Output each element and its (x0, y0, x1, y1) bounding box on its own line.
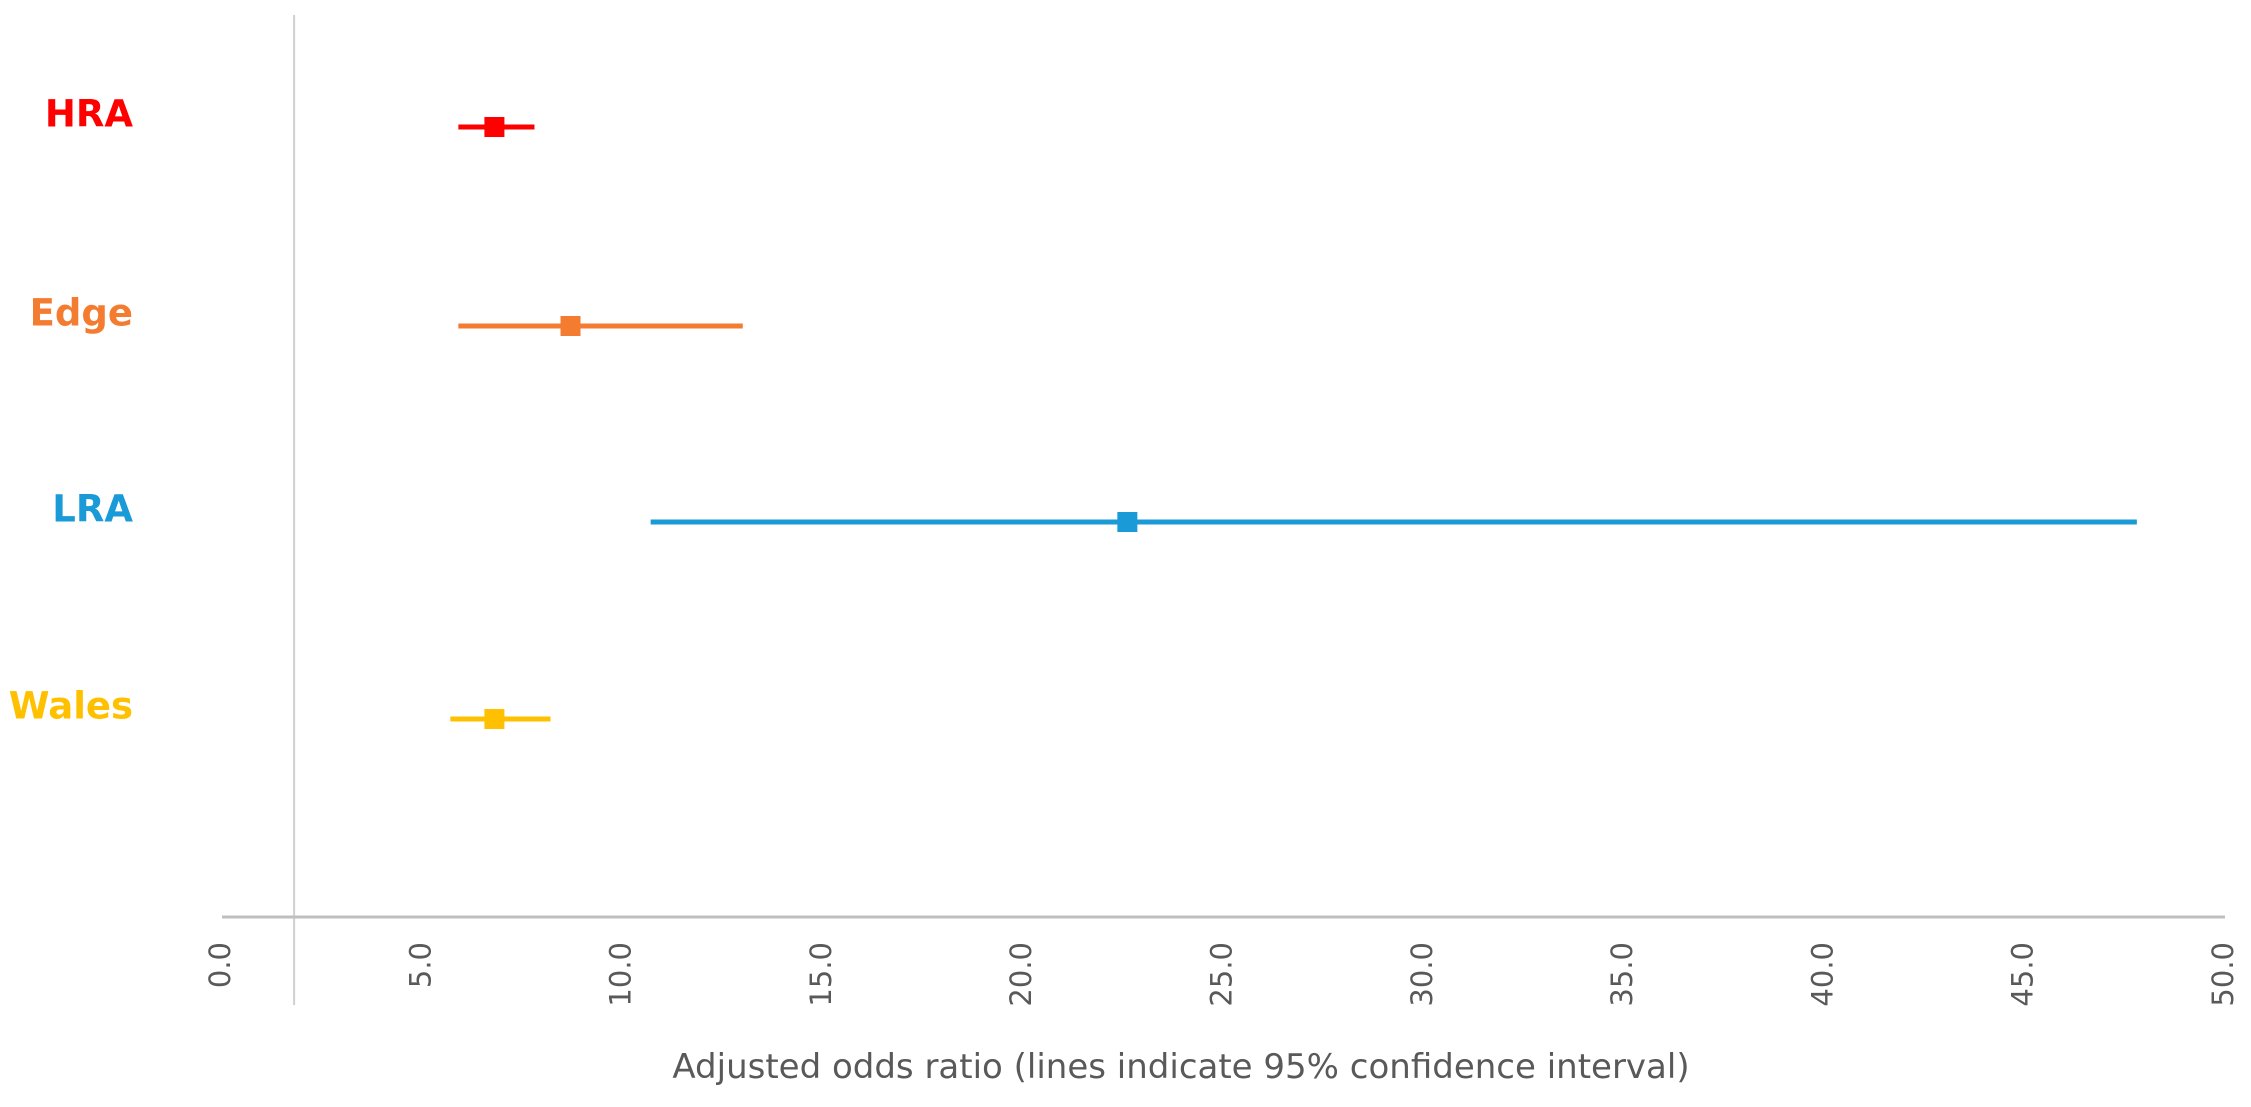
x-tick-label: 0.0 (203, 942, 237, 988)
series-hra (458, 117, 535, 137)
category-label: HRA (45, 93, 133, 136)
point-estimate-marker (560, 316, 581, 336)
x-tick-label: 45.0 (2006, 942, 2040, 1007)
point-estimate-marker (484, 117, 505, 137)
x-tick-label: 35.0 (1605, 942, 1639, 1007)
series-layer (450, 117, 2137, 729)
x-tick-label: 10.0 (604, 942, 638, 1007)
x-tick-label: 30.0 (1405, 942, 1439, 1007)
point-estimate-marker (1117, 512, 1138, 532)
series-edge (458, 316, 743, 336)
category-label: Wales (9, 685, 133, 728)
x-axis-ticks: 0.0 5.0 10.0 15.0 20.0 25.0 30.0 35.0 40.0 45.0 50… (203, 942, 2240, 1007)
x-tick-label: 40.0 (1805, 942, 1839, 1007)
x-tick-label: 20.0 (1004, 942, 1038, 1007)
category-labels: HRA Edge LRA Wales (9, 93, 134, 728)
x-axis-title: Adjusted odds ratio (lines indicate 95% … (672, 1047, 1689, 1087)
category-label: Edge (30, 292, 133, 335)
x-tick-label: 25.0 (1205, 942, 1239, 1007)
series-wales (450, 709, 551, 729)
category-label: LRA (52, 488, 133, 531)
x-tick-label: 50.0 (2206, 942, 2240, 1007)
x-tick-label: 5.0 (403, 942, 437, 988)
x-tick-label: 15.0 (804, 942, 838, 1007)
series-lra (650, 512, 2137, 532)
point-estimate-marker (484, 709, 505, 729)
